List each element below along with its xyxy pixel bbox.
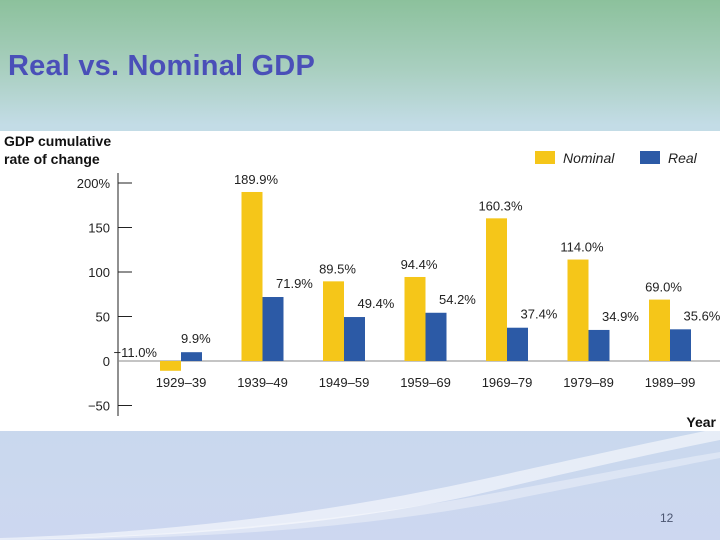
data-label-real-5: 34.9%: [602, 309, 639, 324]
y-tick-label: 150: [88, 221, 110, 236]
bar-nominal-4: [486, 218, 507, 361]
y-axis-label-line1: GDP cumulative: [4, 133, 111, 149]
bar-real-3: [425, 312, 447, 361]
slide-title: Real vs. Nominal GDP: [8, 50, 315, 82]
data-label-nominal-3: 94.4%: [401, 257, 438, 272]
bar-real-1: [262, 297, 284, 361]
x-tick-label: 1929–39: [156, 375, 207, 390]
bar-nominal-1: [241, 191, 263, 361]
bar-real-4: [507, 327, 528, 361]
y-tick-label: 0: [103, 354, 110, 369]
bar-nominal-0: [160, 361, 181, 371]
x-tick-label: 1949–59: [319, 375, 370, 390]
x-tick-label: 1979–89: [563, 375, 614, 390]
legend: Nominal Real: [535, 150, 698, 166]
data-label-real-0: 9.9%: [181, 331, 211, 346]
x-tick-label: 1969–79: [482, 375, 533, 390]
x-tick-label: 1939–49: [237, 375, 288, 390]
data-label-real-1: 71.9%: [276, 276, 313, 291]
data-label-nominal-0: −11.0%: [114, 345, 158, 360]
bar-nominal-3: [404, 276, 426, 361]
x-axis-label: Year: [686, 414, 716, 430]
decorative-wave: [0, 428, 720, 540]
y-tick-label: 100: [88, 265, 110, 280]
legend-swatch-real: [640, 151, 660, 164]
bars: −11.0% 9.9% 189.9% 71.9% 89.5% 49.4% 94.4% 54.2…: [114, 172, 720, 371]
data-label-nominal-5: 114.0%: [560, 240, 604, 255]
page-number: 12: [660, 511, 674, 525]
bar-nominal-5: [567, 259, 589, 361]
x-tick-label: 1989–99: [645, 375, 696, 390]
data-label-real-4: 37.4%: [521, 307, 558, 322]
data-label-real-3: 54.2%: [439, 292, 476, 307]
x-tick-label: 1959–69: [400, 375, 451, 390]
x-axis-categories: 1929–39 1939–49 1949–59 1959–69 1969–79 1979–…: [156, 375, 696, 390]
legend-swatch-nominal: [535, 151, 555, 164]
y-axis-label-line2: rate of change: [4, 151, 100, 167]
y-tick-label: 50: [96, 310, 110, 325]
data-label-nominal-2: 89.5%: [319, 261, 356, 276]
gdp-bar-chart: GDP cumulative rate of change Nominal Re…: [4, 133, 720, 430]
legend-label-real: Real: [668, 150, 698, 166]
bar-real-6: [670, 329, 691, 361]
y-tick-label: 200%: [77, 176, 111, 191]
data-label-nominal-6: 69.0%: [645, 280, 682, 295]
bar-real-0: [181, 352, 202, 361]
data-label-nominal-4: 160.3%: [478, 198, 523, 213]
chart-panel: GDP cumulative rate of change Nominal Re…: [0, 131, 720, 431]
data-label-real-6: 35.6%: [684, 308, 720, 323]
bar-real-2: [344, 317, 365, 361]
bar-nominal-2: [323, 281, 344, 361]
bar-nominal-6: [649, 299, 670, 361]
y-tick-label: −50: [88, 399, 110, 414]
data-label-nominal-1: 189.9%: [234, 172, 279, 187]
bar-real-5: [588, 329, 610, 361]
data-label-real-2: 49.4%: [358, 296, 395, 311]
legend-label-nominal: Nominal: [563, 150, 615, 166]
